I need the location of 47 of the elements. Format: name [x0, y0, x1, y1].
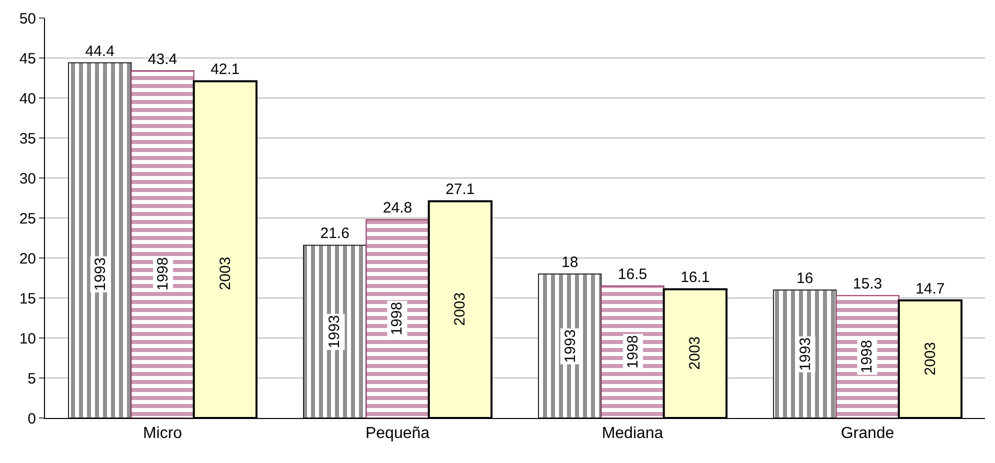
y-tick-label: 25: [19, 210, 36, 228]
text: 2003: [686, 336, 704, 370]
data-label: 27.1: [446, 181, 475, 198]
text: 1993: [92, 257, 109, 291]
text: 1993: [326, 315, 344, 348]
text: 1998: [388, 302, 406, 336]
y-tick-label: 10: [19, 330, 36, 348]
bar: [600, 286, 664, 418]
y-tick-label: 5: [28, 370, 36, 388]
x-tick-label: Micro: [142, 425, 182, 442]
series-label: 1998: [154, 257, 172, 290]
data-label: 14.7: [916, 280, 945, 298]
data-label: 16.1: [680, 269, 710, 286]
series-label: 1993: [562, 329, 579, 363]
y-tick-label: 50: [19, 10, 36, 28]
data-label: 43.4: [148, 50, 178, 68]
text: 1998: [858, 340, 876, 374]
bar: [303, 244, 367, 418]
y-tick-label: 0: [28, 410, 36, 428]
text: 1998: [624, 335, 642, 368]
text: 1993: [796, 337, 814, 371]
y-tick-label: 15: [19, 290, 36, 308]
y-tick-label: 20: [19, 250, 36, 268]
data-label: 18: [561, 254, 578, 271]
data-label: 16.5: [618, 266, 648, 283]
bar: [68, 62, 132, 418]
series-label: 2003: [217, 256, 234, 290]
data-label: 21.6: [320, 225, 350, 242]
bar: [836, 295, 900, 418]
text: 2003: [452, 292, 469, 326]
data-label: 15.3: [852, 276, 882, 293]
y-tick-label: 40: [19, 90, 36, 108]
data-label: 16: [796, 270, 814, 287]
data-label: 42.1: [210, 61, 240, 78]
data-label: 44.4: [85, 42, 114, 60]
y-tick-label: 30: [19, 170, 36, 188]
data-label: 24.8: [382, 200, 412, 217]
text: 2003: [922, 342, 939, 376]
x-tick-label: Grande: [840, 425, 894, 442]
bar: [130, 70, 194, 418]
x-tick-label: Mediana: [602, 425, 664, 442]
bar: [538, 274, 602, 418]
bar: [773, 290, 837, 418]
bar: [366, 219, 430, 418]
x-tick-label: Pequeña: [365, 425, 430, 442]
y-tick-label: 45: [19, 50, 36, 68]
y-tick-label: 35: [19, 130, 36, 148]
